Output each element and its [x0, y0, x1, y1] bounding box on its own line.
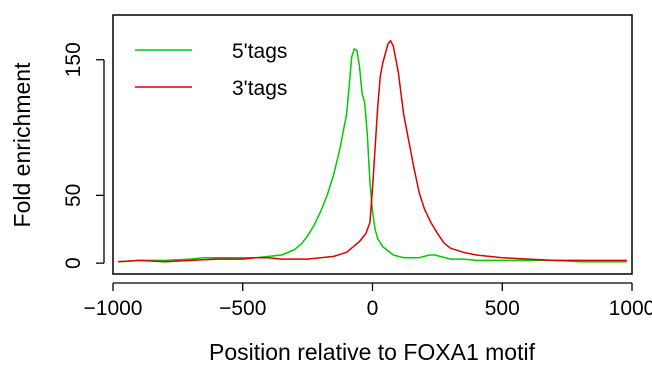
series-lines	[118, 40, 627, 263]
x-tick-label: 0	[367, 297, 379, 320]
y-axis: 0 50 150	[62, 42, 105, 269]
x-axis-label: Position relative to FOXA1 motif	[209, 339, 536, 365]
y-axis-label: Fold enrichment	[9, 62, 35, 228]
x-tick-label: 1000	[609, 297, 652, 320]
x-axis: −1000 −500 0 500 1000	[84, 282, 652, 320]
y-tick-label: 50	[62, 184, 85, 207]
legend-label-5-tags: 5'tags	[232, 40, 287, 63]
y-tick-label: 0	[62, 257, 85, 269]
x-tick-label: −500	[219, 297, 266, 320]
plot-box	[112, 14, 633, 275]
legend-label-3-tags: 3'tags	[232, 77, 287, 100]
x-tick-label: −1000	[84, 297, 143, 320]
legend: 5'tags 3'tags	[135, 40, 287, 100]
series-line-3-tags	[118, 40, 627, 263]
x-tick-label: 500	[485, 297, 520, 320]
series-line-5-tags	[118, 48, 627, 263]
y-tick-label: 150	[62, 42, 85, 77]
